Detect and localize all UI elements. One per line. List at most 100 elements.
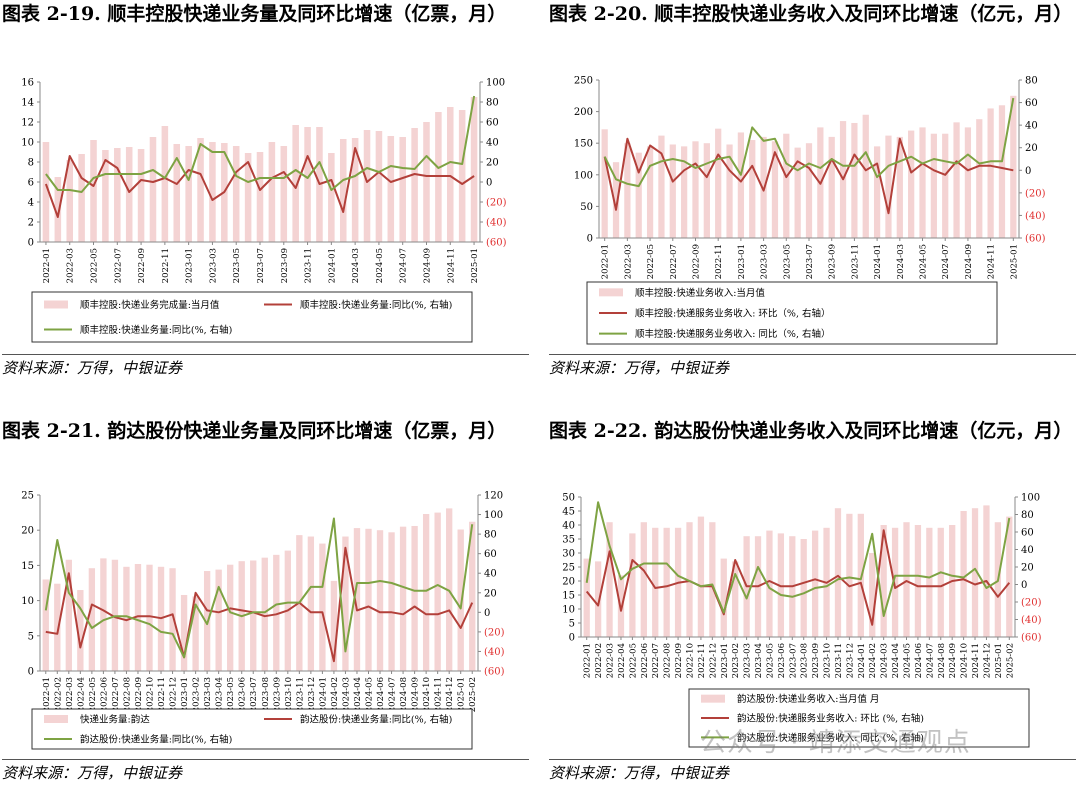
right-tick-label: 100	[1021, 493, 1040, 504]
bar	[726, 144, 733, 238]
x-tick-label: 2023-04	[215, 677, 225, 712]
divider	[549, 759, 1076, 760]
x-tick-label: 2024-03	[351, 248, 361, 283]
right-tick-label: 80	[1021, 510, 1034, 521]
bar	[930, 133, 937, 238]
legend-box	[586, 281, 998, 345]
bar	[715, 128, 722, 238]
figure-title: 图表 2-19. 顺丰控股快递业务量及同环比增速（亿票，月）	[2, 3, 507, 25]
bar	[686, 522, 693, 637]
right-tick-label: 60	[484, 549, 497, 560]
bar	[123, 566, 130, 671]
bar	[215, 569, 222, 671]
left-tick-label: 12	[21, 118, 34, 129]
x-tick-label: 2022-11	[157, 677, 167, 712]
x-tick-label: 2023-06	[238, 677, 248, 712]
bar	[114, 148, 121, 242]
bar	[192, 596, 199, 671]
source-note: 资料来源：万得，中银证券	[549, 764, 730, 782]
x-tick-label: 2022-05	[646, 244, 656, 279]
x-tick-label: 2022-12	[169, 677, 179, 712]
bar	[387, 136, 395, 242]
bar	[319, 543, 326, 671]
bar	[749, 140, 756, 238]
x-tick-label: 2024-07	[941, 244, 951, 279]
bar	[458, 110, 466, 242]
x-tick-label: 2023-03	[743, 643, 753, 678]
left-tick-label: 10	[562, 605, 575, 616]
x-tick-label: 2024-12	[982, 643, 992, 678]
bar	[434, 512, 441, 671]
figure-2-21: 图表 2-21. 韵达股份快递业务量及同环比增速（亿票，月） 0 5 10 15 20 2…	[2, 417, 529, 785]
x-tick-label: 2024-11	[446, 248, 456, 283]
bar	[197, 138, 204, 242]
x-tick-label: 2024-11	[987, 244, 997, 279]
x-tick-label: 2024-04	[891, 643, 901, 678]
bar	[964, 127, 972, 238]
bar	[137, 149, 145, 242]
x-tick-label: 2023-12	[307, 677, 317, 712]
bar	[330, 580, 338, 671]
bar	[771, 141, 779, 238]
bar	[594, 561, 602, 637]
left-tick-label: 10	[21, 138, 34, 149]
x-tick-label: 2022-07	[111, 677, 121, 712]
bar	[173, 144, 181, 242]
bar	[244, 153, 252, 242]
figure-2-19: 图表 2-19. 顺丰控股快递业务量及同环比增速（亿票，月） 0 2 4 6 8 10 12…	[2, 0, 529, 390]
x-tick-label: 2022-10	[686, 643, 696, 678]
bar	[971, 508, 979, 637]
legend-box	[31, 708, 473, 750]
x-tick-label: 2024-10	[422, 677, 432, 712]
legend-label: 韵达股份:快递服务业务收入: 环比 (%, 右轴)	[737, 713, 924, 725]
x-tick-label: 2022-09	[691, 244, 701, 279]
bar	[885, 135, 892, 238]
mom-series-line	[45, 546, 474, 663]
x-tick-label: 2023-09	[280, 248, 290, 283]
bar	[328, 153, 335, 242]
bar	[805, 143, 813, 238]
x-tick-label: 2022-06	[640, 643, 650, 678]
bar	[209, 142, 216, 242]
divider	[549, 354, 1076, 355]
right-tick-label: 20	[486, 158, 499, 169]
x-tick-label: 2023-08	[261, 677, 271, 712]
x-tick-label: 2024-06	[376, 677, 386, 712]
legend-swatch-bar	[599, 288, 623, 297]
legend-label: 顺丰控股:快递业务量:同比(%, 右轴)	[300, 299, 452, 311]
x-tick-label: 2023-01	[185, 248, 195, 283]
x-tick-label: 2022-07	[669, 244, 679, 279]
bar	[646, 146, 654, 238]
x-tick-label: 2023-03	[760, 244, 770, 279]
bar	[65, 559, 72, 671]
bar	[658, 135, 665, 238]
x-tick-label: 2023-10	[284, 677, 294, 712]
x-tick-label: 2025-02	[468, 677, 478, 712]
bar	[834, 508, 842, 637]
bar	[869, 553, 876, 637]
bar	[469, 521, 476, 671]
x-tick-label: 2024-01	[857, 643, 867, 678]
x-tick-label: 2022-11	[714, 244, 724, 279]
bar	[601, 129, 608, 238]
right-tick-label: (40)	[486, 218, 507, 229]
x-tick-label: 2022-01	[583, 643, 593, 678]
left-tick-label: 100	[574, 170, 593, 181]
right-tick-label: 120	[484, 491, 503, 502]
x-tick-label: 2022-01	[42, 677, 52, 712]
bar	[896, 136, 903, 238]
right-tick-label: 100	[484, 510, 503, 521]
bar	[250, 560, 257, 671]
x-tick-label: 2022-09	[137, 248, 147, 283]
bar	[1010, 95, 1017, 238]
x-tick-label: 2024-12	[445, 677, 455, 712]
x-tick-label: 2022-04	[617, 643, 627, 678]
x-tick-label: 2023-10	[823, 643, 833, 678]
x-tick-label: 2023-07	[805, 244, 815, 279]
bar	[365, 528, 372, 671]
bar	[88, 568, 96, 671]
x-tick-label: 2023-02	[192, 677, 202, 712]
x-tick-label: 2022-02	[594, 643, 604, 678]
right-tick-label: 20	[1021, 563, 1034, 574]
legend-label: 韵达股份:快递业务量:同比(%, 右轴)	[80, 734, 232, 746]
